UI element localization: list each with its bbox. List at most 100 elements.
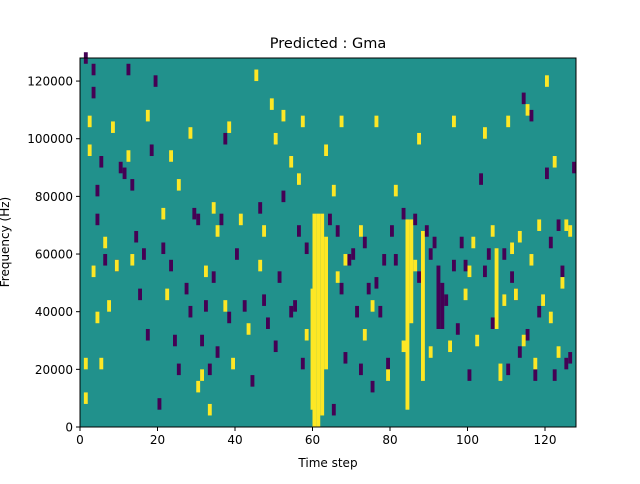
- y-axis-label: Frequency (Hz): [0, 197, 12, 288]
- heatmap-cell-13: [138, 288, 142, 301]
- y-tick-label-1: 20000: [35, 363, 73, 377]
- heatmap-cell-38: [258, 202, 263, 214]
- heatmap-cell-43: [281, 190, 286, 203]
- y-tick-label-4: 80000: [35, 190, 73, 204]
- heatmap-cell-118: [176, 179, 181, 191]
- heatmap-cell-73: [444, 294, 449, 306]
- heatmap-cell-89: [525, 328, 530, 341]
- heatmap-cell-155: [428, 346, 433, 358]
- x-tick-label-6: 120: [534, 433, 557, 447]
- heatmap-cell-120: [196, 380, 201, 393]
- y-tick-label-3: 60000: [35, 248, 73, 262]
- heatmap-cell-152: [401, 340, 406, 353]
- heatmap-cell-52: [339, 282, 344, 295]
- heatmap-cell-174: [541, 294, 545, 306]
- heatmap-cell-53: [343, 352, 348, 364]
- heatmap-cell-144: [339, 115, 344, 128]
- heatmap-cell-21: [173, 334, 177, 347]
- heatmap-cell-102: [83, 392, 88, 404]
- heatmap-cell-140: [304, 328, 309, 341]
- heatmap-cell-71: [428, 248, 433, 260]
- heatmap-cell-112: [126, 150, 131, 162]
- heatmap-cell-29: [207, 363, 212, 376]
- heatmap-cell-65: [390, 225, 394, 237]
- heatmap-cell-4: [95, 213, 100, 226]
- heatmap-cell-5: [99, 156, 104, 168]
- heatmap-cell-51: [335, 225, 340, 237]
- x-tick-label-2: 40: [227, 433, 242, 447]
- heatmap-cell-45: [293, 300, 297, 312]
- heatmap-cell-162: [483, 127, 487, 139]
- heatmap-cell-12: [134, 230, 139, 243]
- heatmap-cell-59: [366, 282, 371, 295]
- heatmap-cell-168: [517, 230, 522, 243]
- heatmap-cell-44: [289, 305, 294, 318]
- heatmap-cell-108: [103, 236, 108, 249]
- heatmap-cell-14: [142, 248, 146, 260]
- heatmap-cell-113: [130, 254, 135, 266]
- heatmap-cell-75: [455, 323, 460, 335]
- heatmap-cell-123: [207, 403, 212, 416]
- y-axis: 0 20000 40000 60000 80000 100000 120000: [27, 75, 80, 435]
- heatmap-cell-50: [331, 403, 336, 416]
- heatmap-cell-42: [277, 271, 282, 283]
- heatmap-cell-8: [118, 161, 123, 174]
- heatmap-cell-139: [300, 115, 305, 128]
- heatmap-cell-11: [130, 179, 135, 191]
- heatmap-cell-28: [204, 300, 208, 312]
- heatmap-cell-104: [87, 144, 92, 157]
- heatmap-cell-95: [552, 369, 557, 381]
- heatmap-cell-170: [525, 104, 530, 116]
- heatmap-cell-138: [297, 173, 301, 185]
- chart-title: Predicted : Gma: [270, 36, 386, 52]
- heatmap-cell-117: [169, 150, 173, 162]
- heatmap-cell-122: [204, 265, 208, 278]
- heatmap-cell-54: [347, 254, 352, 266]
- heatmap-cell-84: [506, 363, 511, 376]
- heatmap-cell-100: [572, 161, 576, 174]
- heatmap-cell-101: [83, 357, 88, 370]
- heatmap-cell-178: [556, 346, 561, 358]
- heatmap-cell-39: [262, 294, 266, 306]
- heatmap-cell-109: [107, 300, 111, 312]
- heatmap-cell-181: [568, 225, 573, 237]
- heatmap-cell-64: [386, 357, 390, 370]
- heatmap-cell-119: [188, 127, 193, 139]
- heatmap-cell-76: [459, 236, 464, 249]
- heatmap-cell-93: [545, 167, 549, 180]
- heatmap-cell-79: [479, 173, 483, 185]
- heatmap-cell-41: [273, 340, 278, 353]
- heatmap-cell-133: [262, 225, 266, 237]
- heatmap-cell-63: [382, 254, 387, 266]
- heatmap-cell-158: [463, 288, 468, 301]
- heatmap-cell-23: [184, 282, 189, 295]
- heatmap-cell-16: [149, 144, 154, 157]
- heatmap-cell-55: [351, 248, 356, 260]
- heatmap-cell-151: [393, 184, 398, 197]
- heatmap-cell-36: [242, 300, 247, 312]
- heatmap-cell-147: [362, 328, 367, 341]
- plot-area: [80, 52, 576, 427]
- heatmap-cell-121: [200, 369, 204, 381]
- heatmap-cell-88: [521, 92, 526, 105]
- heatmap-cell-125: [215, 225, 220, 237]
- heatmap-cell-78: [467, 369, 472, 381]
- heatmap-cell-128: [231, 357, 235, 370]
- heatmap-cell-106: [95, 311, 100, 324]
- heatmap-cell-164: [502, 294, 507, 306]
- heatmap-band-6: [409, 219, 414, 324]
- heatmap-cell-61: [374, 277, 379, 289]
- heatmap-cell-115: [161, 207, 166, 220]
- heatmap-cell-17: [153, 75, 158, 87]
- heatmap-cell-103: [87, 115, 92, 128]
- heatmap-cell-10: [126, 63, 131, 76]
- heatmap-cell-34: [227, 311, 232, 324]
- x-tick-label-5: 100: [456, 433, 479, 447]
- heatmap-cell-32: [219, 213, 224, 226]
- heatmap-cell-107: [99, 357, 104, 370]
- heatmap-cell-167: [514, 288, 518, 301]
- heatmap-cell-91: [533, 369, 538, 381]
- heatmap-cell-105: [91, 265, 96, 278]
- heatmap-cell-177: [552, 156, 557, 168]
